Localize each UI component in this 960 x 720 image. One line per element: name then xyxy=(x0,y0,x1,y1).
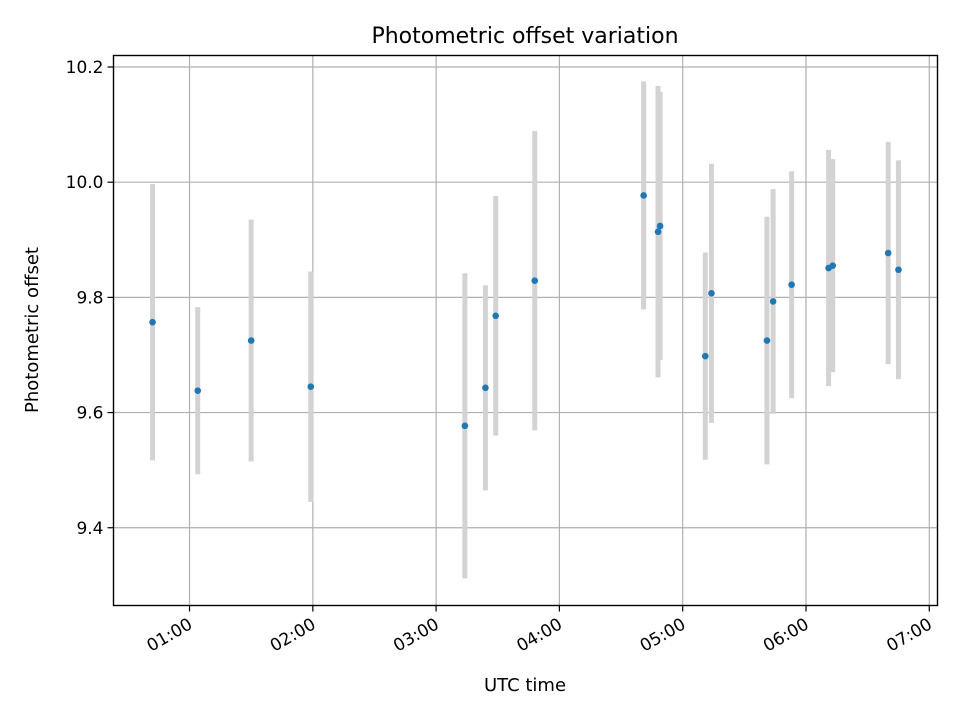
data-point xyxy=(531,277,539,284)
data-points xyxy=(149,192,902,430)
plot-area-frame xyxy=(112,54,939,607)
data-point xyxy=(829,262,837,270)
x-tick-label: 06:00 xyxy=(760,615,812,657)
data-point xyxy=(247,337,255,344)
x-axis: 01:00 02:00 03:00 04:00 05:00 06:00 07:00 xyxy=(144,605,936,657)
data-point xyxy=(702,352,709,360)
chart-title: Photometric offset variation xyxy=(371,24,678,49)
grid xyxy=(113,55,938,606)
x-tick-label: 01:00 xyxy=(144,615,196,657)
x-axis-label: UTC time xyxy=(484,675,566,696)
x-tick-label: 05:00 xyxy=(637,615,689,657)
data-point xyxy=(895,266,902,274)
data-point xyxy=(769,298,777,305)
data-point xyxy=(763,337,771,344)
y-axis: 9.4 9.6 9.8 10.0 10.2 xyxy=(66,58,114,539)
x-tick-label: 07:00 xyxy=(883,615,935,657)
data-point xyxy=(656,222,664,230)
y-tick-label: 10.0 xyxy=(66,173,104,193)
data-point xyxy=(307,383,315,390)
data-point xyxy=(149,318,156,326)
data-point xyxy=(708,290,715,297)
data-point xyxy=(492,312,500,320)
data-point xyxy=(788,281,795,289)
data-point xyxy=(482,384,489,392)
y-tick-label: 9.6 xyxy=(76,404,103,424)
y-axis-label: Photometric offset xyxy=(22,247,43,413)
y-tick-label: 9.8 xyxy=(76,288,103,308)
data-point xyxy=(461,422,469,430)
data-point xyxy=(884,249,892,257)
y-tick-label: 9.4 xyxy=(76,519,103,539)
x-tick-label: 02:00 xyxy=(267,615,319,657)
data-point xyxy=(640,192,647,199)
data-point xyxy=(654,228,662,236)
data-point xyxy=(194,387,202,394)
x-tick-label: 03:00 xyxy=(390,615,442,657)
x-tick-label: 04:00 xyxy=(513,615,565,657)
y-tick-label: 10.2 xyxy=(66,58,104,78)
error-bars xyxy=(150,81,901,579)
